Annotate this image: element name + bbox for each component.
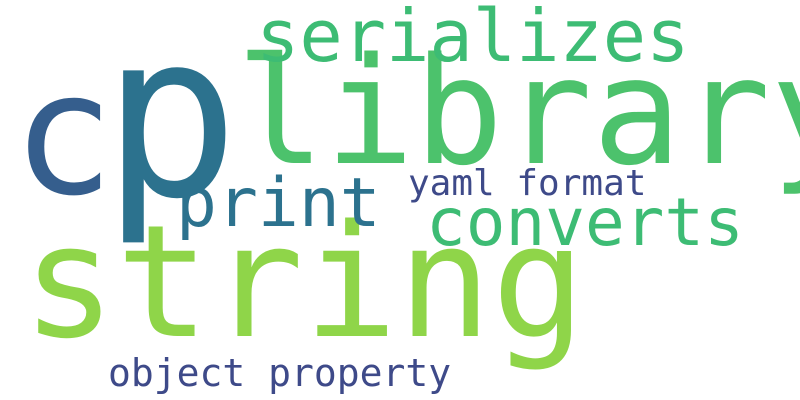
word-print: print xyxy=(176,164,381,243)
word-yaml-format: yaml format xyxy=(408,163,647,204)
word-p: p xyxy=(102,0,240,249)
word-library: library xyxy=(236,26,800,198)
word-string: string xyxy=(22,191,586,373)
word-c: c xyxy=(12,36,115,234)
word-object-property: object property xyxy=(108,351,452,395)
word-serializes: serializes xyxy=(256,0,690,78)
word-converts: converts xyxy=(426,184,744,261)
